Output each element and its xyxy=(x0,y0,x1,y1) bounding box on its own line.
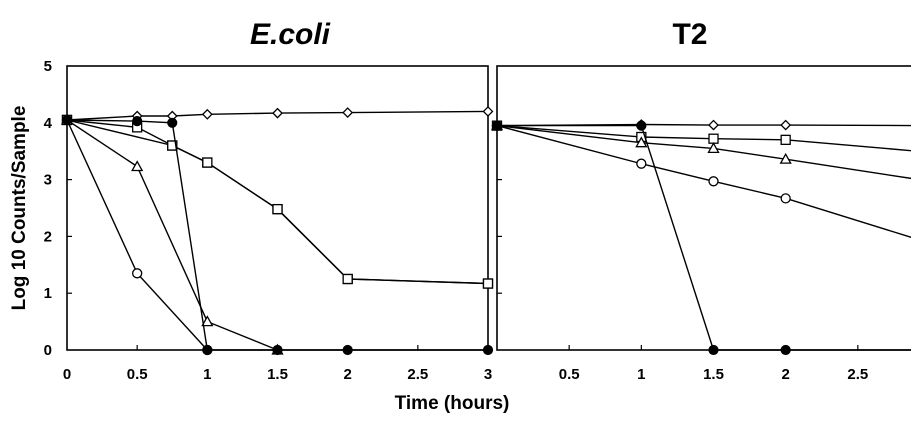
x-tick-label: 3 xyxy=(484,366,492,383)
x-tick-label: 2 xyxy=(343,366,351,383)
data-point xyxy=(272,344,283,356)
series-6 xyxy=(61,114,494,356)
data-point xyxy=(708,119,719,131)
series-2 xyxy=(61,114,494,289)
series-1 xyxy=(61,106,494,126)
x-tick-label: 1.5 xyxy=(267,366,288,383)
data-point xyxy=(636,120,647,131)
plot-frame xyxy=(496,65,911,351)
data-point xyxy=(201,108,213,120)
data-point xyxy=(708,344,719,356)
data-point xyxy=(491,120,503,131)
data-point xyxy=(708,176,719,187)
series-5 xyxy=(61,114,494,289)
data-point xyxy=(201,315,214,327)
data-point xyxy=(272,203,283,215)
data-point xyxy=(167,140,178,151)
x-tick-label: 0 xyxy=(63,366,71,383)
data-point xyxy=(342,273,353,285)
data-point xyxy=(708,133,719,144)
series-line xyxy=(496,124,911,180)
data-point xyxy=(202,344,213,356)
data-point xyxy=(342,107,354,118)
x-tick-label: 2 xyxy=(781,366,789,383)
x-tick-label: 1 xyxy=(637,366,645,383)
data-point xyxy=(780,344,791,356)
series-line xyxy=(496,124,911,239)
data-point xyxy=(482,106,494,117)
x-axis-label: Time (hours) xyxy=(395,393,510,414)
x-tick-label: 0.5 xyxy=(127,366,148,383)
data-point xyxy=(272,107,283,119)
data-point xyxy=(167,117,178,128)
data-point xyxy=(707,142,720,154)
y-axis-label: Log 10 Counts/Sample xyxy=(9,106,30,311)
series-4 xyxy=(491,120,911,239)
data-point xyxy=(779,152,792,164)
data-point xyxy=(780,119,792,131)
panel-2: T20.511.522.53 xyxy=(490,18,911,383)
data-point xyxy=(342,344,353,356)
data-point xyxy=(131,160,144,172)
panel-title: T2 xyxy=(672,18,707,51)
data-point xyxy=(780,193,791,204)
x-tick-label: 1.5 xyxy=(703,366,724,383)
series-line xyxy=(66,119,278,351)
data-point xyxy=(202,157,213,168)
data-point xyxy=(132,268,143,279)
data-point xyxy=(636,158,647,169)
series-line xyxy=(497,124,911,351)
x-tick-label: 1 xyxy=(203,366,211,383)
y-tick-label: 1 xyxy=(44,285,52,302)
y-tick-label: 2 xyxy=(44,228,52,245)
series-3 xyxy=(60,113,284,355)
data-point xyxy=(482,278,494,289)
y-tick-label: 4 xyxy=(44,115,53,132)
y-tick-label: 5 xyxy=(44,58,52,75)
data-point xyxy=(482,344,494,356)
x-tick-label: 2.5 xyxy=(847,366,868,383)
data-point xyxy=(635,136,648,148)
series-line xyxy=(66,119,488,351)
series-line xyxy=(66,119,208,351)
y-tick-label: 3 xyxy=(44,172,52,189)
data-point xyxy=(132,115,143,127)
series-2 xyxy=(491,120,911,152)
series-5 xyxy=(491,120,911,356)
panel-1: E.coli 0 1 2 3 4 5 0 0.5 1 1.5 2 2.5 3 xyxy=(44,18,494,383)
x-tick-label: 2.5 xyxy=(407,366,428,383)
y-tick-label: 0 xyxy=(44,342,52,359)
x-tick-label: 0.5 xyxy=(559,366,580,383)
data-point xyxy=(61,114,73,126)
panel-title: E.coli xyxy=(250,18,331,51)
data-point xyxy=(780,134,791,145)
